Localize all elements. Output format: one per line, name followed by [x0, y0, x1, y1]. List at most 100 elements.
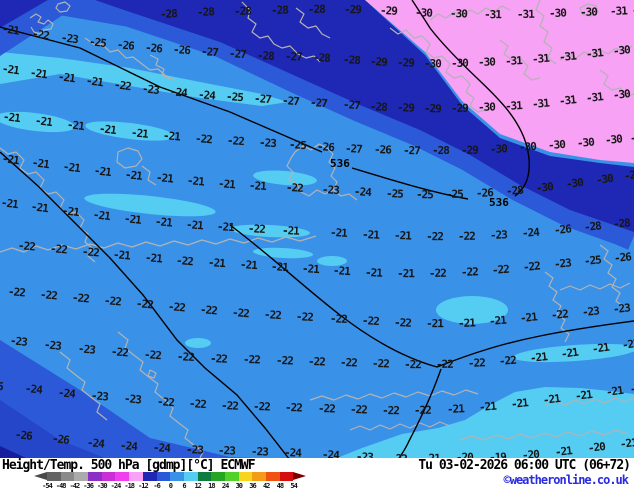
- temp-label: -27: [344, 142, 363, 156]
- temp-label: -21: [510, 396, 529, 411]
- temp-label: -22: [329, 312, 348, 327]
- scale-segment: [211, 472, 225, 481]
- temp-label: -29: [369, 55, 388, 69]
- temp-label: -22: [393, 316, 412, 330]
- temp-label: -21: [85, 74, 104, 90]
- corner-navy: [0, 0, 48, 28]
- temp-label: -22: [349, 403, 368, 417]
- scale-segment: [170, 472, 184, 481]
- temp-label: -24: [57, 386, 76, 401]
- temp-label: -24: [197, 88, 216, 103]
- scale-tick-label: -30: [96, 482, 108, 490]
- temp-label: -22: [143, 348, 162, 363]
- temp-label: -26: [116, 38, 135, 53]
- scale-tick-label: -42: [69, 482, 81, 490]
- footer-bar: Height/Temp. 500 hPa [gdmp][°C] ECMWF Tu…: [0, 458, 634, 490]
- temp-label: -26: [14, 428, 33, 443]
- temperature-scale-bar: [34, 472, 307, 481]
- scale-segment: [183, 472, 198, 481]
- temp-label: -22: [425, 230, 443, 244]
- temp-label: -25: [385, 187, 404, 201]
- scale-tick-label: -24: [110, 482, 122, 490]
- temp-label: -22: [71, 291, 90, 306]
- temp-label: -22: [156, 395, 175, 410]
- scale-segment: [197, 472, 212, 481]
- temp-label: -20: [521, 447, 540, 458]
- temp-label: -22: [188, 397, 207, 412]
- temp-label: -21: [281, 224, 300, 238]
- temp-label: -23: [581, 304, 600, 319]
- temp-label: -31: [531, 51, 550, 66]
- scale-left-arrow: [34, 472, 47, 480]
- temp-label: -31: [558, 49, 577, 64]
- temp-label: -24: [86, 436, 105, 451]
- temp-label: -21: [66, 118, 85, 134]
- temp-label: -28: [369, 100, 388, 114]
- temp-label: -21: [1, 152, 20, 168]
- map-label-layer: -28 -28 -28 -28 -28 -29 -29 -30 -30 -31 -31 -30 -30-…: [0, 2, 634, 458]
- scale-segment: [156, 472, 171, 481]
- scale-tick-label: 24: [221, 482, 230, 490]
- temp-label: -23: [185, 443, 204, 457]
- temp-label: -22: [209, 352, 228, 366]
- temp-label: -21: [61, 204, 80, 220]
- contour-label: 536: [330, 157, 350, 170]
- corner-royal: [0, 0, 86, 56]
- temp-label: -21: [130, 126, 149, 141]
- temp-label: -23: [321, 183, 340, 197]
- temp-label: -22: [220, 399, 239, 413]
- temp-label: -28: [342, 53, 361, 68]
- temp-label: -21: [98, 122, 117, 138]
- temp-label: -21: [629, 380, 634, 396]
- temp-label: -22: [403, 358, 421, 372]
- temp-label: -31: [504, 54, 523, 68]
- map-title: Height/Temp. 500 hPa [gdmp][°C] ECMWF: [2, 458, 256, 473]
- temp-label: -28: [307, 2, 325, 16]
- temp-label: -29: [460, 143, 478, 157]
- temp-label: -31: [531, 96, 550, 111]
- bottomleft-dark: [0, 400, 105, 458]
- temp-label: -27: [253, 92, 272, 107]
- temp-label: -29: [423, 102, 441, 116]
- temp-label: -22: [498, 353, 517, 368]
- temp-label: -28: [256, 49, 275, 63]
- scale-tick-label: -54: [42, 482, 53, 490]
- temp-label: -21: [361, 228, 380, 242]
- temp-label: -22: [371, 357, 390, 371]
- temp-label: -21: [529, 350, 548, 365]
- scale-segment: [74, 472, 89, 481]
- map-datetime: Tu 03-02-2026 06:00 UTC (06+72): [418, 458, 631, 473]
- temp-label: -28: [432, 144, 450, 157]
- scale-segment: [129, 472, 143, 481]
- temp-label: -28: [196, 5, 215, 19]
- temp-label: -29: [623, 167, 634, 183]
- temp-label: -24: [119, 439, 138, 454]
- temp-label: -30: [414, 6, 433, 20]
- temp-label: -31: [585, 46, 604, 61]
- temp-label: -22: [226, 134, 245, 149]
- temp-label: -21: [239, 258, 258, 273]
- temp-label: -22: [284, 401, 303, 415]
- temp-label: -25: [445, 187, 463, 201]
- scale-segment: [115, 472, 130, 481]
- temp-label: -25: [88, 35, 107, 51]
- temp-label: -21: [519, 310, 538, 325]
- scale-segment: [101, 472, 116, 481]
- temp-label: -22: [295, 310, 314, 325]
- temp-label: -22: [242, 353, 261, 367]
- temp-label: -22: [413, 403, 431, 417]
- temp-label: -30: [477, 100, 496, 114]
- temp-label: -23: [43, 338, 62, 353]
- temp-label: -21: [574, 387, 593, 403]
- temp-label: -21: [488, 313, 507, 328]
- temp-label: -23: [9, 334, 28, 349]
- temp-label: -23: [90, 389, 109, 404]
- temp-label: -26: [316, 140, 335, 155]
- temp-label: -23: [123, 392, 142, 407]
- temp-label: -24: [353, 185, 372, 200]
- temp-label: -23: [553, 256, 572, 271]
- temp-label: -22: [457, 229, 475, 243]
- pink-region: [365, 0, 634, 163]
- temp-label: -30: [579, 5, 598, 19]
